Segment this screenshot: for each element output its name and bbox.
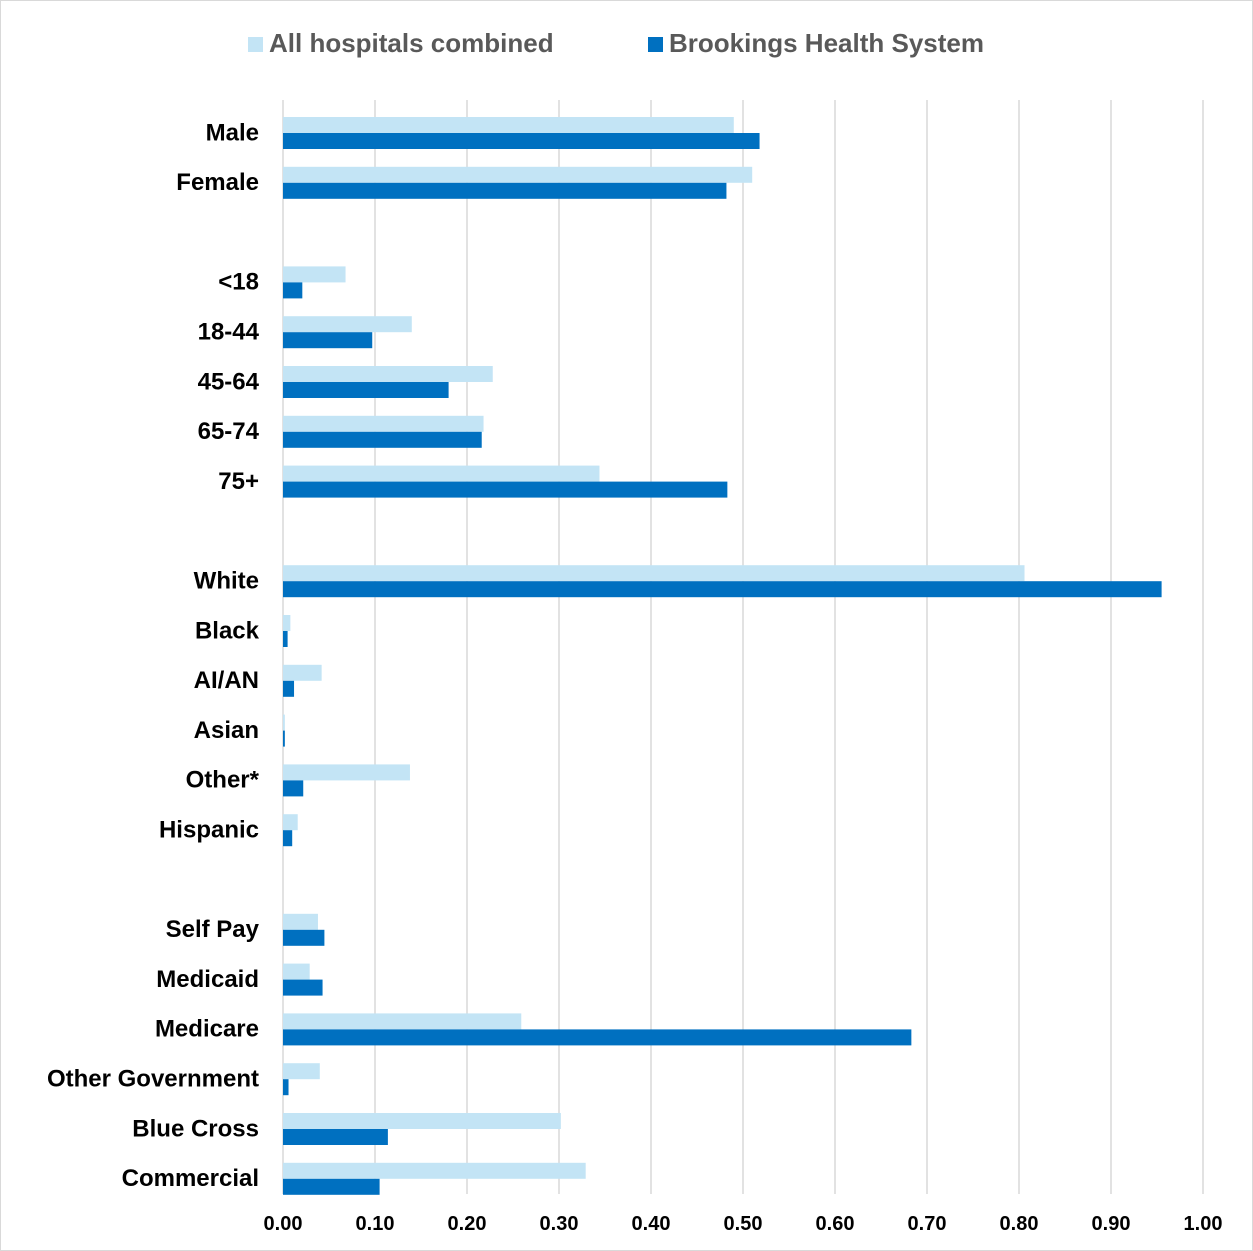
- category-label: Asian: [194, 717, 259, 744]
- category-label: 45-64: [198, 368, 260, 395]
- category-label: White: [194, 568, 259, 595]
- bar-brookings: [283, 481, 728, 498]
- category-label: AI/AN: [194, 667, 259, 694]
- bar-brookings: [283, 431, 482, 448]
- category-label: Female: [176, 169, 259, 196]
- bar-brookings: [283, 382, 449, 398]
- bar-brookings: [283, 1178, 380, 1195]
- category-label: 65-74: [198, 418, 260, 445]
- bar-all-hospitals: [283, 316, 412, 333]
- x-tick-label: 0.50: [724, 1213, 763, 1235]
- bar-all-hospitals: [283, 415, 484, 432]
- category-label: Male: [206, 119, 259, 146]
- bar-brookings: [283, 1079, 289, 1096]
- x-tick-label: 0.70: [908, 1213, 947, 1235]
- bar-brookings: [283, 182, 727, 199]
- x-tick-label: 0.20: [448, 1213, 487, 1235]
- category-label: Other Government: [47, 1066, 259, 1093]
- x-tick-label: 0.90: [1092, 1213, 1131, 1235]
- bar-brookings: [283, 581, 1162, 598]
- x-tick-label: 0.00: [264, 1213, 303, 1235]
- category-label: <18: [218, 269, 259, 296]
- bar-all-hospitals: [283, 565, 1025, 582]
- bar-all-hospitals: [283, 913, 318, 930]
- category-label: 75+: [218, 468, 259, 495]
- legend-label: All hospitals combined: [269, 28, 554, 58]
- bar-brookings: [283, 1029, 912, 1046]
- legend-swatch: [648, 37, 663, 52]
- bar-all-hospitals: [283, 266, 346, 283]
- bar-all-hospitals: [283, 366, 493, 382]
- bar-brookings: [283, 133, 760, 149]
- legend-label: Brookings Health System: [669, 28, 984, 58]
- category-label: Medicare: [155, 1016, 259, 1043]
- x-tick-label: 0.40: [632, 1213, 671, 1235]
- bar-all-hospitals: [283, 764, 410, 781]
- bar-brookings: [283, 1129, 388, 1145]
- category-label: Blue Cross: [132, 1115, 259, 1142]
- x-tick-label: 1.00: [1184, 1213, 1223, 1235]
- legend-swatch: [248, 37, 263, 52]
- category-label: Medicaid: [156, 966, 259, 993]
- x-tick-label: 0.60: [816, 1213, 855, 1235]
- category-label: 18-44: [198, 319, 260, 346]
- bar-brookings: [283, 680, 295, 697]
- bar-brookings: [283, 730, 285, 747]
- bar-brookings: [283, 282, 303, 299]
- bar-brookings: [283, 979, 323, 996]
- bar-brookings: [283, 332, 373, 349]
- category-label: Self Pay: [166, 916, 260, 943]
- bar-brookings: [283, 631, 288, 647]
- bar-all-hospitals: [283, 664, 322, 681]
- category-label: Other*: [186, 767, 260, 794]
- bar-all-hospitals: [283, 814, 298, 831]
- bar-all-hospitals: [283, 615, 291, 631]
- bar-brookings: [283, 780, 304, 797]
- bar-all-hospitals: [283, 166, 753, 183]
- x-tick-label: 0.80: [1000, 1213, 1039, 1235]
- x-tick-label: 0.30: [540, 1213, 579, 1235]
- bar-all-hospitals: [283, 1113, 561, 1129]
- bar-all-hospitals: [283, 465, 600, 482]
- bar-all-hospitals: [283, 1162, 586, 1179]
- category-label: Black: [195, 617, 260, 644]
- bar-all-hospitals: [283, 117, 734, 133]
- category-label: Commercial: [122, 1165, 259, 1192]
- bar-all-hospitals: [283, 1013, 522, 1030]
- bar-all-hospitals: [283, 963, 310, 980]
- bar-all-hospitals: [283, 714, 285, 731]
- x-tick-label: 0.10: [356, 1213, 395, 1235]
- bar-brookings: [283, 830, 293, 847]
- category-label: Hispanic: [159, 817, 259, 844]
- bar-all-hospitals: [283, 1063, 320, 1080]
- bar-brookings: [283, 929, 325, 946]
